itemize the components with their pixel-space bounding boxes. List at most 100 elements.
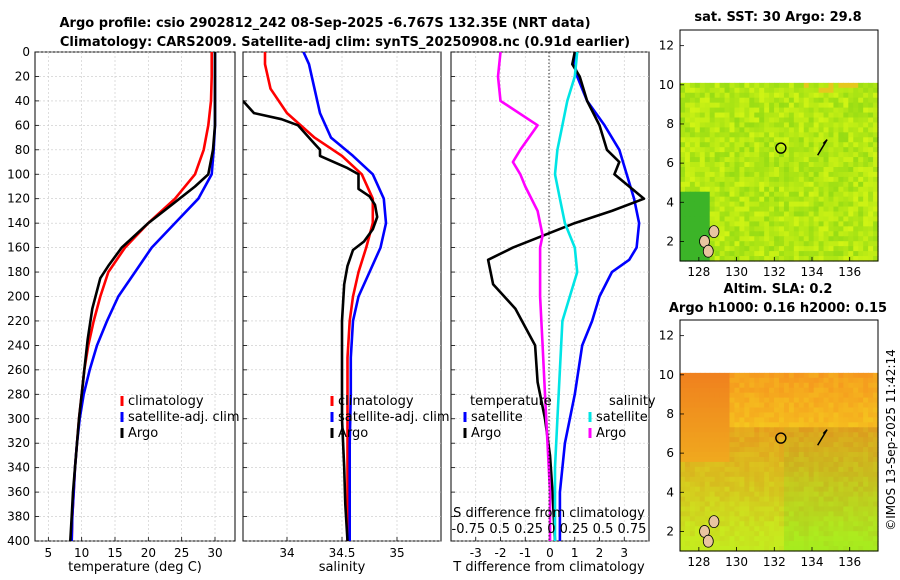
map-cell (684, 501, 691, 508)
map-cell (744, 147, 750, 153)
map-cell (709, 102, 716, 109)
map-cell (818, 546, 825, 552)
map-cell (868, 526, 874, 532)
map-cell (734, 432, 740, 438)
map-cell (863, 206, 869, 213)
map-cell (774, 382, 780, 389)
map-cell (739, 516, 745, 522)
map-cell (813, 491, 820, 498)
map-cell (863, 176, 869, 183)
map-cell (729, 92, 736, 99)
map-cell (828, 377, 835, 384)
map-cell (848, 236, 854, 242)
map-cell (759, 437, 765, 443)
map-cell (793, 486, 800, 493)
map-cell (823, 102, 830, 109)
map-cell (704, 97, 711, 104)
map-cell (709, 201, 716, 208)
map-cell (848, 382, 854, 389)
map-cell (719, 142, 726, 148)
map-cell (808, 127, 815, 133)
map-cell (798, 372, 805, 379)
map-cell (818, 372, 825, 379)
map-cell (689, 201, 696, 208)
map-cell (729, 157, 736, 163)
map-cell (680, 452, 686, 458)
map-cell (689, 501, 696, 508)
map-cell (724, 231, 731, 237)
map-cell (749, 377, 755, 384)
map-cell (873, 516, 879, 522)
map-cell (788, 201, 795, 208)
map-cell (808, 102, 815, 109)
map-cell (798, 211, 805, 218)
map-cell (808, 442, 815, 448)
map-cell (769, 196, 775, 203)
depth-tick-label: 0 (22, 45, 30, 59)
map-cell (739, 511, 745, 517)
map-cell (818, 97, 825, 104)
map-cell (689, 506, 696, 513)
map-cell (689, 407, 696, 414)
map-cell (719, 521, 726, 527)
map-cell (729, 382, 736, 389)
map-cell (699, 137, 706, 143)
map-cell (823, 117, 830, 124)
map-cell (769, 437, 775, 443)
series-line-s-argo (496, 52, 552, 541)
map-cell (680, 521, 686, 527)
map-cell (774, 372, 780, 379)
map-cell (833, 191, 839, 198)
map-cell (868, 251, 874, 257)
map-cell (803, 417, 810, 423)
map-cell (873, 521, 879, 527)
map-cell (833, 132, 839, 138)
map-cell (759, 447, 765, 453)
map-cell (779, 442, 785, 448)
map-cell (699, 206, 706, 213)
map-cell (774, 166, 780, 173)
map-cell (680, 181, 686, 188)
map-cell (759, 241, 765, 247)
map-cell (689, 422, 696, 428)
map-cell (754, 526, 760, 532)
map-cell (823, 196, 830, 203)
map-cell (759, 152, 765, 158)
map-cell (734, 142, 740, 148)
map-cell (739, 87, 745, 94)
map-cell (729, 82, 736, 89)
map-cell (853, 466, 859, 473)
map-cell (680, 231, 686, 237)
map-cell (828, 137, 835, 143)
map-cell (699, 521, 706, 527)
map-cell (704, 221, 711, 227)
map-cell (680, 481, 686, 488)
map-cell (769, 387, 775, 394)
map-cell (823, 236, 830, 242)
map-cell (779, 132, 785, 138)
map-cell (764, 392, 770, 399)
map-cell (754, 442, 760, 448)
map-cell (774, 387, 780, 394)
map-cell (749, 186, 755, 193)
map-cell (680, 372, 686, 379)
map-cell (783, 496, 790, 503)
map-cell (719, 221, 726, 227)
map-cell (734, 372, 740, 379)
map-cell (813, 541, 820, 547)
map-cell (754, 137, 760, 143)
map-cell (823, 211, 830, 218)
map-cell (684, 481, 691, 488)
map-cell (863, 201, 869, 208)
map-cell (704, 437, 711, 443)
map-cell (729, 481, 736, 488)
map-cell (754, 471, 760, 478)
map-cell (689, 176, 696, 183)
map-cell (858, 117, 864, 124)
map-cell (759, 132, 765, 138)
map-cell (798, 387, 805, 394)
map-cell (684, 251, 691, 257)
map-cell (843, 437, 849, 443)
map-cell (818, 491, 825, 498)
map-cell (838, 147, 844, 153)
